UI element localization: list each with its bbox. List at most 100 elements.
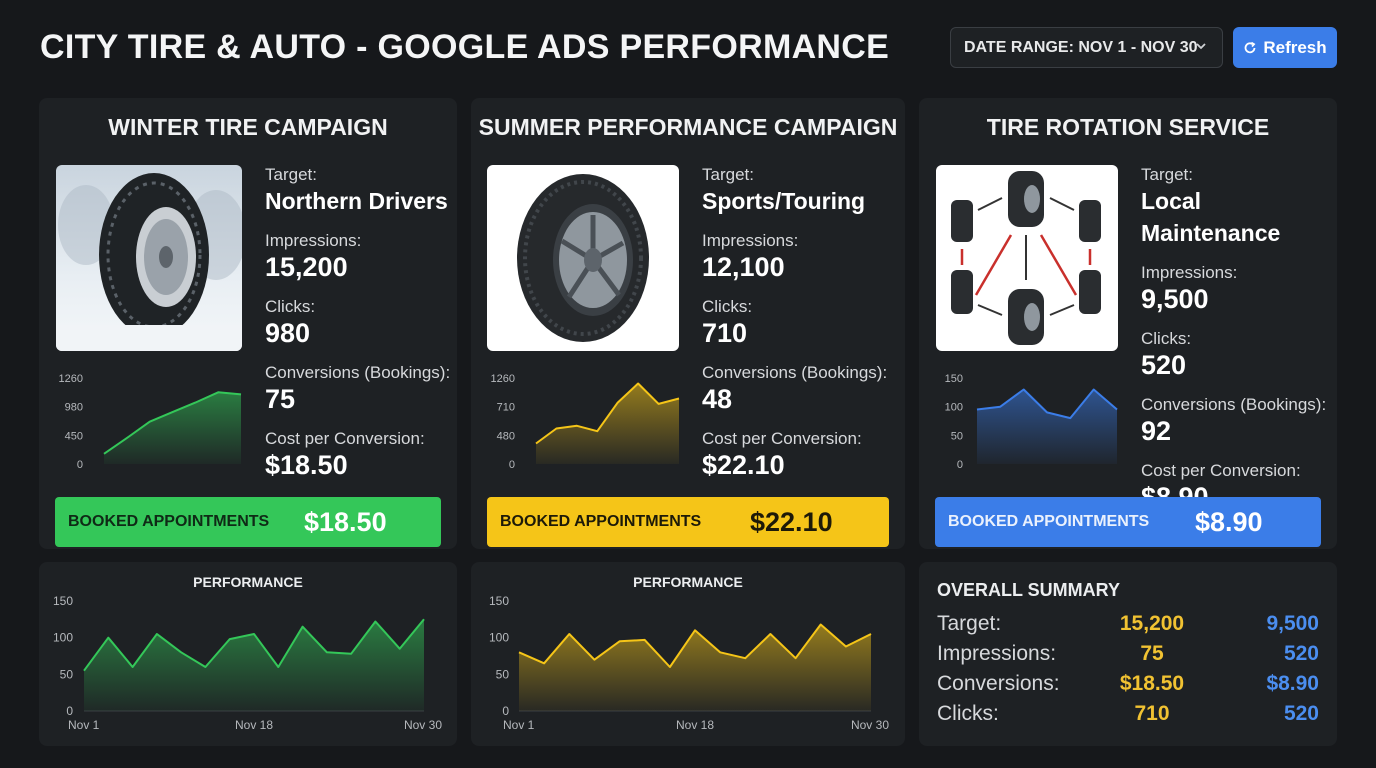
summary-row-label: Conversions: (937, 672, 1060, 695)
summary-title: OVERALL SUMMARY (937, 580, 1121, 600)
chevron-down-icon (1196, 43, 1206, 50)
target-label: Target: (1141, 165, 1193, 184)
conversions-label: Conversions (Bookings): (265, 363, 451, 382)
winter-tire-icon (56, 173, 242, 351)
conversions-label: Conversions (Bookings): (702, 363, 888, 382)
tire-rotation-diagram-icon (951, 171, 1101, 345)
impressions-value: 15,200 (265, 252, 348, 282)
x-tick-label: Nov 1 (503, 718, 535, 732)
campaign-title: WINTER TIRE CAMPAIGN (108, 114, 388, 140)
y-tick-label: 980 (65, 402, 83, 414)
summer-tire-image (487, 165, 679, 351)
campaign-stats: Target: Sports/Touring Impressions: 12,1… (702, 165, 887, 495)
campaign-stats: Target: Northern Drivers Impressions: 15… (265, 165, 450, 495)
winter-tire-image (56, 165, 242, 351)
y-tick-label: 150 (945, 373, 963, 385)
conversions-value: 75 (265, 384, 296, 414)
summary-row-value-2: $8.90 (1266, 672, 1319, 695)
y-tick-label: 150 (489, 594, 509, 608)
winter-mini-chart: 1260 980 450 0 (59, 373, 242, 471)
clicks-value: 710 (702, 318, 748, 348)
impressions-label: Impressions: (265, 231, 362, 250)
cost-label: Cost per Conversion: (1141, 461, 1301, 480)
booked-label: BOOKED APPOINTMENTS (68, 513, 270, 530)
target-value: Sports/Touring (702, 188, 866, 214)
y-tick-label: 100 (53, 631, 73, 645)
refresh-button[interactable]: Refresh (1233, 27, 1337, 68)
clicks-label: Clicks: (702, 297, 753, 316)
y-tick-label: 50 (60, 667, 74, 681)
summary-row-label: Impressions: (937, 642, 1057, 665)
cost-value: $22.10 (702, 450, 785, 480)
clicks-value: 520 (1141, 350, 1187, 380)
series-area (977, 389, 1117, 464)
y-tick-label: 0 (509, 459, 515, 471)
x-tick-label: Nov 1 (68, 718, 100, 732)
y-tick-label: 150 (53, 594, 73, 608)
campaign-title: SUMMER PERFORMANCE CAMPAIGN (478, 114, 898, 140)
y-tick-label: 480 (497, 430, 515, 442)
impressions-label: Impressions: (702, 231, 799, 250)
x-tick-label: Nov 18 (676, 718, 714, 732)
target-label: Target: (702, 165, 754, 184)
summary-row-value-1: 15,200 (1119, 612, 1185, 635)
date-range-label: DATE RANGE: NOV 1 - NOV 30 (964, 38, 1198, 56)
y-tick-label: 450 (65, 430, 83, 442)
cost-label: Cost per Conversion: (265, 429, 425, 448)
conversions-value: 92 (1141, 416, 1172, 446)
series-area (104, 392, 241, 464)
rotation-mini-chart: 150 100 50 0 (945, 373, 1118, 471)
summer-performance-card: PERFORMANCE 150 100 50 0 Nov 1 Nov 18 Nov 30 (471, 562, 905, 746)
clicks-label: Clicks: (1141, 329, 1192, 348)
clicks-label: Clicks: (265, 297, 316, 316)
y-tick-label: 100 (945, 402, 963, 414)
summary-row: Conversions: $18.50 $8.90 (937, 672, 1319, 702)
campaign-title: TIRE ROTATION SERVICE (986, 114, 1270, 140)
x-tick-label: Nov 30 (404, 718, 442, 732)
y-tick-label: 0 (502, 704, 509, 718)
series-area (84, 619, 424, 711)
x-tick-label: Nov 18 (235, 718, 273, 732)
rotation-service-card: TIRE ROTATION SERVICE (919, 98, 1337, 549)
booked-value: $22.10 (750, 506, 833, 537)
y-tick-label: 1260 (491, 373, 515, 385)
tire-rotation-image (936, 165, 1118, 351)
y-tick-label: 0 (957, 459, 963, 471)
performance-title: PERFORMANCE (193, 574, 303, 590)
conversions-label: Conversions (Bookings): (1141, 395, 1327, 414)
booked-value: $8.90 (1195, 506, 1263, 537)
summary-row-label: Target: (937, 612, 1002, 635)
y-tick-label: 0 (66, 704, 73, 718)
conversions-value: 48 (702, 384, 733, 414)
winter-campaign-card: WINTER TIRE CAMPAIGN Target: Northern Dr… (39, 98, 457, 549)
booked-label: BOOKED APPOINTMENTS (948, 513, 1150, 530)
date-range-dropdown[interactable]: DATE RANGE: NOV 1 - NOV 30 (950, 27, 1223, 68)
impressions-value: 12,100 (702, 252, 785, 282)
y-tick-label: 710 (497, 402, 515, 414)
summer-tire-icon (517, 174, 649, 342)
impressions-value: 9,500 (1141, 284, 1209, 314)
y-tick-label: 50 (496, 667, 510, 681)
target-label: Target: (265, 165, 317, 184)
winter-performance-card: PERFORMANCE 150 100 50 0 Nov 1 Nov 18 Nov 30 (39, 562, 457, 746)
summary-row: Clicks: 710 520 (937, 702, 1319, 732)
summary-row-value-2: 9,500 (1266, 612, 1319, 635)
y-tick-label: 50 (951, 430, 963, 442)
refresh-label: Refresh (1263, 37, 1327, 57)
summary-row: Target: 15,200 9,500 (937, 612, 1319, 642)
series-area (536, 383, 679, 464)
series-line (535, 382, 680, 445)
summary-row: Impressions: 75 520 (937, 642, 1319, 672)
target-value: Local Maintenance (1141, 188, 1281, 246)
performance-title: PERFORMANCE (633, 574, 743, 590)
y-tick-label: 0 (77, 459, 83, 471)
clicks-value: 980 (265, 318, 311, 348)
refresh-icon (1244, 41, 1256, 53)
target-value: Northern Drivers (265, 188, 448, 214)
impressions-label: Impressions: (1141, 263, 1238, 282)
booked-value: $18.50 (304, 506, 387, 537)
y-tick-label: 1260 (59, 373, 83, 385)
summer-campaign-card: SUMMER PERFORMANCE CAMPAIGN Target: Spor… (471, 98, 905, 549)
